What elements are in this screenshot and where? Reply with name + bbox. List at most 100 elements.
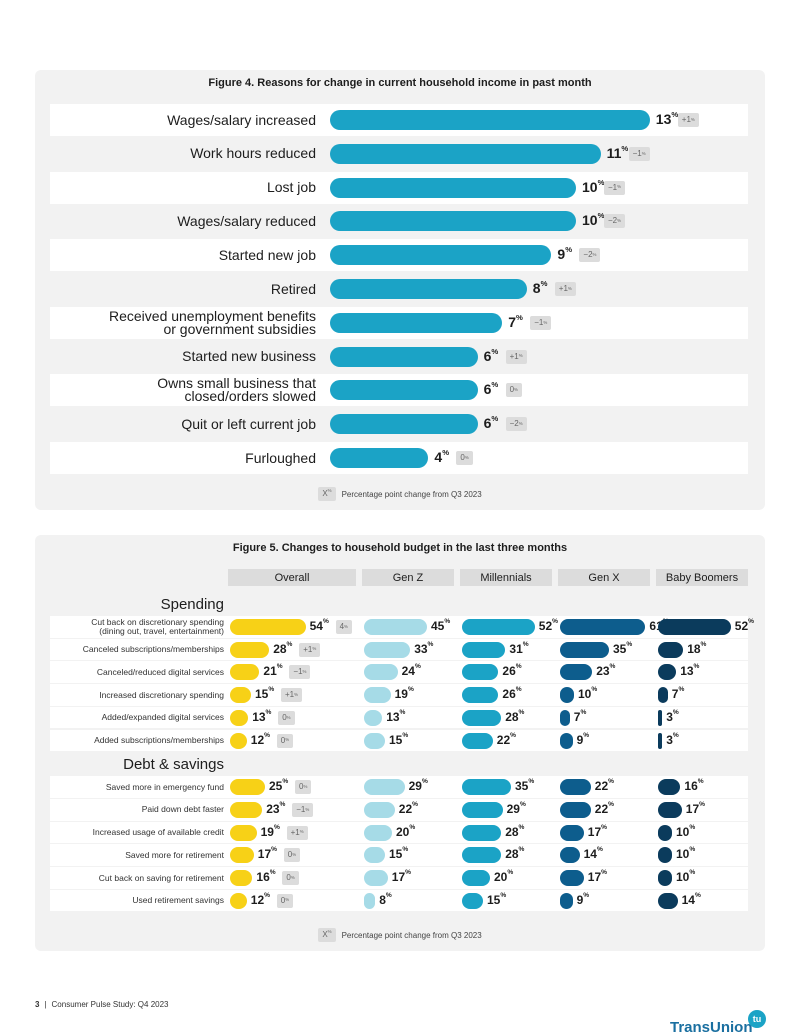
value-label: 19% — [395, 686, 414, 701]
column-header: Millennials — [460, 569, 552, 586]
value-label-number: 13 — [680, 664, 694, 679]
bar — [364, 709, 383, 726]
value-label-number: 10 — [578, 687, 592, 702]
bar — [462, 824, 502, 841]
value-label: 25% — [269, 778, 288, 793]
badge-text: 0 — [287, 850, 293, 860]
value-label-number: 28 — [273, 641, 287, 656]
change-badge: 0% — [276, 893, 294, 908]
badge-text: +1 — [285, 690, 295, 700]
bar — [462, 687, 499, 704]
figure-title: Figure 5. Changes to household budget in… — [232, 542, 568, 554]
category-label: Wages/salary increased — [167, 111, 316, 128]
badge-text: +1 — [290, 827, 300, 837]
category-label: Increased usage of available credit — [92, 827, 224, 838]
unit: % — [689, 869, 696, 876]
value-label: 15% — [389, 846, 408, 861]
value-label: 14% — [584, 846, 603, 861]
value-label-number: 11 — [606, 144, 622, 161]
unit: % — [672, 708, 679, 716]
unit: % — [597, 177, 605, 187]
category-label: Retired — [270, 280, 316, 297]
value-label-number: 22 — [594, 779, 609, 794]
row-band — [50, 889, 748, 912]
unit: % — [596, 846, 603, 854]
bar — [658, 687, 668, 704]
category-label: Cut back on discretionary spending (dini… — [91, 617, 224, 636]
change-badge: 0% — [505, 383, 522, 398]
bar — [230, 709, 249, 726]
badge-text: +1 — [558, 284, 568, 293]
bar — [330, 346, 478, 367]
value-label: 17% — [588, 869, 607, 884]
value-label: 29% — [507, 801, 526, 816]
bar — [330, 245, 552, 266]
bar — [230, 824, 257, 841]
value-label: 16% — [684, 778, 703, 793]
value-label: 13% — [680, 664, 699, 679]
unit: % — [609, 663, 616, 671]
bar — [330, 177, 576, 198]
unit: % — [510, 731, 517, 739]
value-label-number: 28 — [505, 847, 519, 862]
bar — [230, 732, 247, 749]
value-label: 10% — [676, 824, 695, 839]
category-label: Added/expanded digital services — [101, 712, 224, 723]
bar — [560, 870, 584, 886]
unit: % — [608, 800, 615, 808]
value-label-number: 3 — [666, 709, 673, 724]
value-label: 8% — [533, 280, 548, 296]
unit: % — [302, 669, 307, 675]
unit: % — [552, 618, 559, 625]
value-label-number: 13 — [655, 111, 672, 127]
unit: % — [690, 116, 695, 122]
change-badge: 0% — [278, 710, 295, 725]
value-label: 11% — [606, 144, 629, 161]
bar — [230, 641, 270, 658]
value-label-number: 20 — [494, 870, 508, 884]
change-badge: −2% — [505, 417, 527, 432]
unit: % — [700, 640, 707, 648]
value-label-number: 13 — [386, 709, 400, 724]
unit: % — [617, 184, 622, 190]
change-badge: −1% — [628, 146, 650, 161]
bar — [364, 892, 376, 909]
value-label-number: 3 — [666, 732, 673, 747]
bar — [364, 664, 398, 681]
unit: % — [265, 708, 272, 716]
value-label: 22% — [594, 778, 614, 794]
value-label: 10% — [676, 869, 696, 884]
value-label: 26% — [502, 663, 522, 679]
value-label-number: 35 — [515, 779, 529, 794]
value-label: 16% — [256, 869, 276, 884]
value-label: 28% — [505, 709, 524, 724]
value-label-number: 24 — [401, 664, 415, 679]
category-label: Cut back on saving for retirement — [98, 872, 224, 883]
value-label-number: 4 — [434, 449, 443, 465]
section-heading: Spending — [160, 595, 224, 613]
value-label-number: 52 — [734, 619, 749, 633]
value-label-number: 7 — [573, 709, 581, 724]
value-label: 15% — [255, 686, 274, 701]
unit: % — [515, 663, 522, 671]
unit: % — [286, 640, 293, 648]
bar — [658, 870, 672, 886]
unit: % — [269, 869, 276, 876]
value-label: 13% — [656, 111, 678, 127]
category-label: Increased discretionary spending — [99, 689, 224, 700]
unit: % — [518, 353, 523, 359]
category-label: Saved more in emergency fund — [105, 781, 224, 792]
change-badge: −2% — [579, 248, 601, 263]
category-label: Received unemployment benefits or govern… — [108, 307, 316, 337]
separator: | — [44, 1000, 47, 1009]
unit: % — [264, 891, 271, 899]
unit: % — [327, 488, 332, 493]
value-label-number: 52 — [538, 619, 553, 633]
bar — [658, 847, 672, 864]
change-badge: 0% — [456, 451, 473, 465]
value-label-number: 8 — [379, 892, 386, 907]
unit: % — [689, 846, 696, 854]
column-header: Gen Z — [362, 569, 454, 586]
unit: % — [567, 285, 572, 291]
bar — [364, 847, 385, 864]
